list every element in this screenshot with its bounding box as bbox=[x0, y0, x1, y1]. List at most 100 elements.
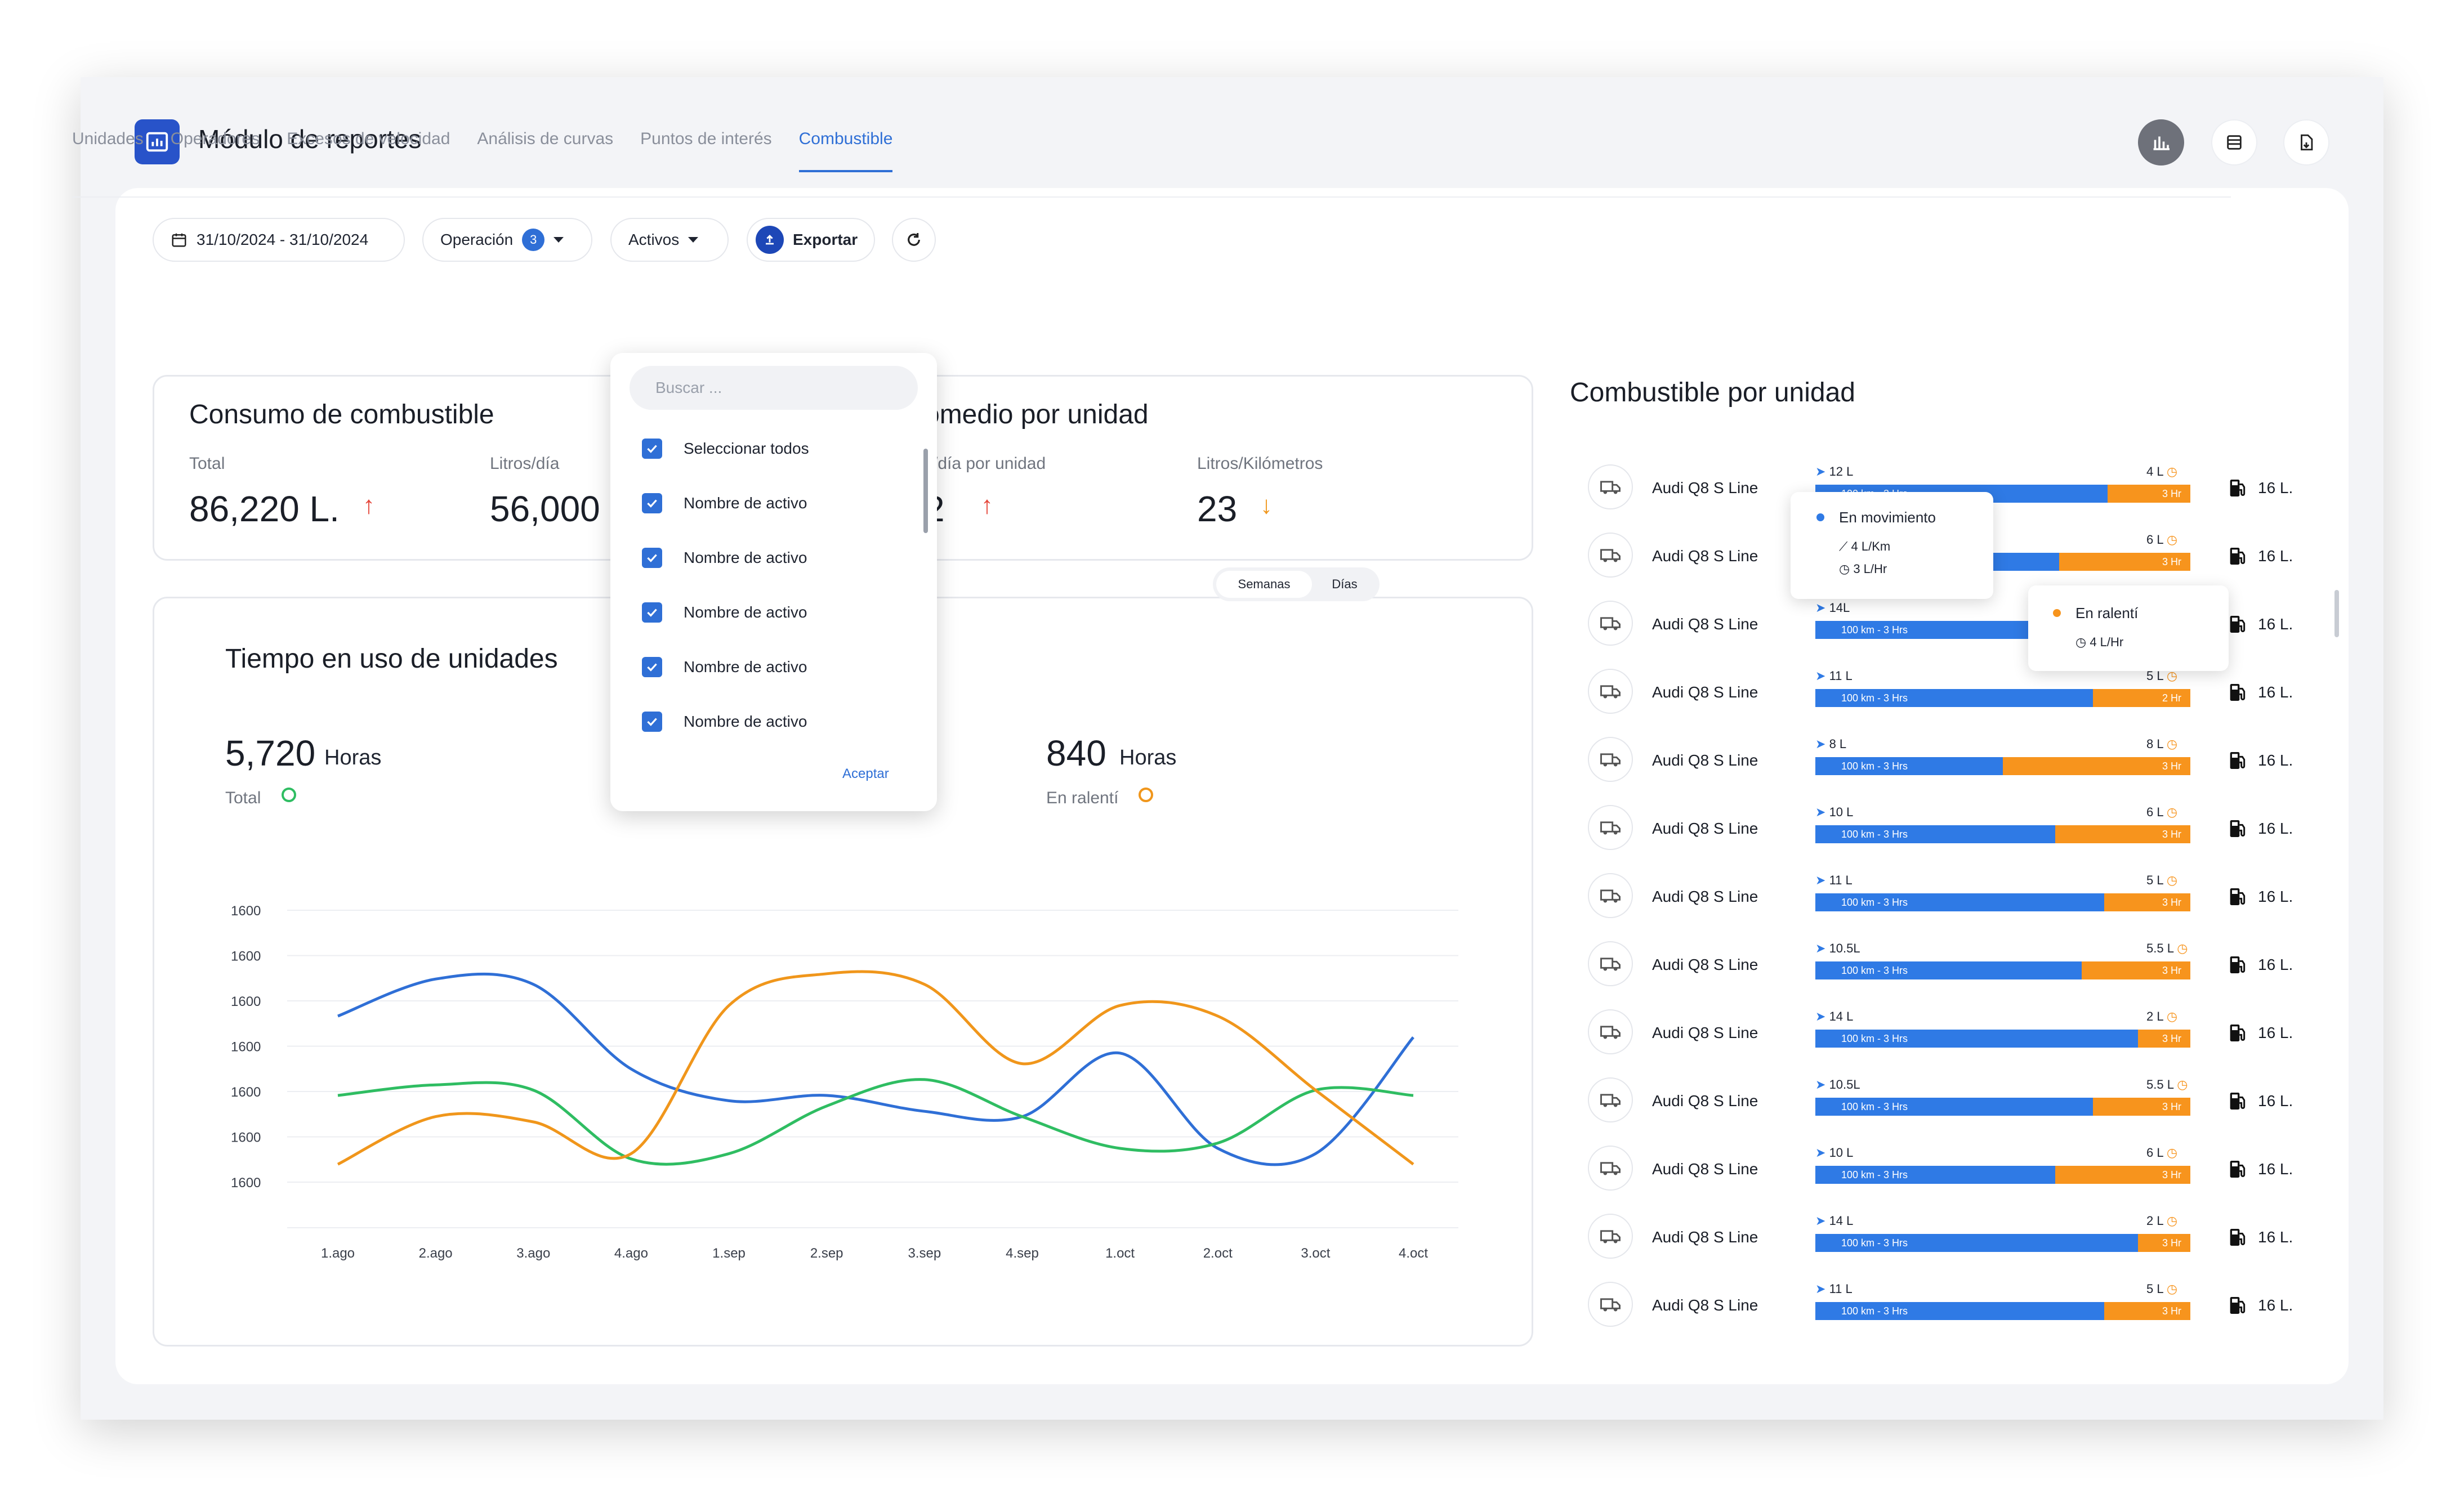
idle-hours-text: 3 Hr bbox=[2162, 1033, 2181, 1044]
asset-checkbox-item[interactable]: Nombre de activo bbox=[642, 490, 807, 517]
fuel-pump-icon bbox=[2226, 885, 2249, 911]
arrow-up-icon: ↑ bbox=[363, 491, 375, 519]
asset-checkbox-item[interactable]: Nombre de activo bbox=[642, 654, 807, 681]
unit-total: 16 L. bbox=[2258, 1296, 2293, 1314]
accept-button[interactable]: Aceptar bbox=[842, 766, 889, 781]
fuel-bar[interactable]: 100 km - 3 Hrs 3 Hr bbox=[1815, 1302, 2190, 1320]
trend-icon: ⟋ bbox=[1839, 539, 1848, 553]
idle-hours-text: 3 Hr bbox=[2162, 965, 2181, 976]
chart-view-button[interactable] bbox=[2138, 119, 2184, 165]
truck-icon bbox=[1588, 1009, 1633, 1054]
moving-liters: ➤ 10 L bbox=[1815, 805, 1853, 820]
clock-icon: ◷ bbox=[2075, 635, 2087, 649]
truck-icon bbox=[1588, 669, 1633, 714]
idle-liters: 6 L ◷ bbox=[2146, 1146, 2177, 1160]
fuel-bar[interactable]: 100 km - 3 Hrs 3 Hr bbox=[1815, 825, 2190, 843]
fuel-bar[interactable]: 100 km - 3 Hrs 3 Hr bbox=[1815, 1098, 2190, 1116]
unit-fuel-row[interactable]: Audi Q8 S Line ➤ 11 L 5 L ◷ 100 km - 3 Hrs 3… bbox=[1588, 863, 2303, 919]
unit-total: 16 L. bbox=[2258, 1024, 2293, 1041]
unit-fuel-row[interactable]: Audi Q8 S Line ➤ 11 L 5 L ◷ 100 km - 3 Hrs 2… bbox=[1588, 659, 2303, 715]
file-export-button[interactable] bbox=[2283, 119, 2329, 165]
report-icon bbox=[146, 132, 168, 152]
assets-search-input[interactable]: Buscar ... bbox=[630, 366, 918, 410]
navigation-icon: ➤ bbox=[1815, 941, 1826, 955]
asset-checkbox-item[interactable]: Nombre de activo bbox=[642, 544, 807, 571]
checkbox-checked-icon[interactable] bbox=[642, 439, 662, 459]
bar-distance-text: 100 km - 3 Hrs bbox=[1841, 624, 1908, 636]
fuel-bar[interactable]: 100 km - 3 Hrs 3 Hr bbox=[1815, 1234, 2190, 1252]
idle-bar-segment: 3 Hr bbox=[2055, 825, 2190, 843]
moving-rate-hr: 3 L/Hr bbox=[1853, 562, 1887, 576]
x-tick-label: 4.ago bbox=[614, 1246, 648, 1261]
fuel-bar[interactable]: 100 km - 3 Hrs 3 Hr bbox=[1815, 1166, 2190, 1184]
asset-checkbox-item[interactable]: Nombre de activo bbox=[642, 599, 807, 626]
assets-filter[interactable]: Activos bbox=[610, 218, 729, 262]
fuel-bar[interactable]: 100 km - 3 Hrs 3 Hr bbox=[1815, 961, 2190, 979]
clock-icon: ◷ bbox=[2166, 669, 2178, 683]
toggle-dias[interactable]: Días bbox=[1332, 577, 1358, 591]
checkbox-checked-icon[interactable] bbox=[642, 602, 662, 623]
x-tick-label: 2.ago bbox=[419, 1246, 453, 1261]
tab-puntos-interes[interactable]: Puntos de interés bbox=[640, 129, 772, 148]
moving-liters: ➤ 8 L bbox=[1815, 737, 1846, 752]
checkbox-checked-icon[interactable] bbox=[642, 712, 662, 732]
y-tick-label: 1600 bbox=[231, 1175, 261, 1191]
moving-liters-value: 14 L bbox=[1829, 1009, 1854, 1023]
unit-fuel-row[interactable]: Audi Q8 S Line ➤ 11 L 5 L ◷ 100 km - 3 Hrs 3… bbox=[1588, 1272, 2303, 1328]
tab-operadores[interactable]: Operadores bbox=[170, 129, 260, 148]
unit-fuel-row[interactable]: Audi Q8 S Line ➤ 10.5L 5.5 L ◷ 100 km - 3 H… bbox=[1588, 1067, 2303, 1124]
unit-fuel-row[interactable]: Audi Q8 S Line ➤ 10.5L 5.5 L ◷ 100 km - 3 H… bbox=[1588, 931, 2303, 987]
dropdown-scrollbar[interactable] bbox=[923, 449, 928, 533]
unit-fuel-row[interactable]: Audi Q8 S Line ➤ 10 L 6 L ◷ 100 km - 3 Hrs 3… bbox=[1588, 795, 2303, 851]
tab-analisis-curvas[interactable]: Análisis de curvas bbox=[477, 129, 614, 148]
truck-icon bbox=[1588, 941, 1633, 986]
arrow-up-icon: ↑ bbox=[981, 491, 993, 519]
fuel-pump-icon bbox=[2226, 613, 2249, 638]
bar-distance-text: 100 km - 3 Hrs bbox=[1841, 965, 1908, 976]
select-all-checkbox[interactable]: Seleccionar todos bbox=[642, 435, 809, 462]
per-unit-scrollbar[interactable] bbox=[2334, 590, 2339, 637]
navigation-icon: ➤ bbox=[1815, 1214, 1826, 1228]
tab-excesos-velocidad[interactable]: Excesos de velocidad bbox=[287, 129, 450, 148]
toggle-semanas[interactable]: Semanas bbox=[1216, 571, 1312, 598]
fuel-bar[interactable]: 100 km - 3 Hrs 3 Hr bbox=[1815, 893, 2190, 911]
moving-liters: ➤ 11 L bbox=[1815, 873, 1853, 888]
operation-filter[interactable]: Operación 3 bbox=[422, 218, 592, 262]
tab-unidades[interactable]: Unidades bbox=[72, 129, 144, 148]
moving-liters: ➤ 14L bbox=[1815, 601, 1850, 615]
idle-liters: 4 L ◷ bbox=[2146, 464, 2177, 479]
clock-icon: ◷ bbox=[2166, 533, 2178, 547]
x-tick-label: 3.oct bbox=[1301, 1246, 1330, 1261]
unit-name: Audi Q8 S Line bbox=[1652, 820, 1758, 837]
moving-rate-hr-row: ◷ 3 L/Hr bbox=[1839, 562, 1887, 576]
asset-checkbox-item[interactable]: Nombre de activo bbox=[642, 708, 807, 735]
chart-icon bbox=[2153, 136, 2170, 150]
checkbox-checked-icon[interactable] bbox=[642, 657, 662, 677]
idle-hours-text: 3 Hr bbox=[2162, 556, 2181, 567]
fuel-pump-icon bbox=[2226, 749, 2249, 775]
refresh-button[interactable] bbox=[892, 218, 936, 262]
moving-liters: ➤ 10.5L bbox=[1815, 1077, 1860, 1092]
navigation-icon: ➤ bbox=[1815, 873, 1826, 887]
fuel-bar[interactable]: 100 km - 3 Hrs 3 Hr bbox=[1815, 1030, 2190, 1048]
unit-fuel-row[interactable]: Audi Q8 S Line ➤ 14 L 2 L ◷ 100 km - 3 Hrs 3… bbox=[1588, 999, 2303, 1055]
idle-hours-text: 2 Hr bbox=[2162, 692, 2181, 704]
table-view-button[interactable] bbox=[2211, 119, 2257, 165]
idle-hours-text: 3 Hr bbox=[2162, 829, 2181, 840]
fuel-bar[interactable]: 100 km - 3 Hrs 2 Hr bbox=[1815, 689, 2190, 707]
checkbox-checked-icon[interactable] bbox=[642, 493, 662, 513]
tab-combustible[interactable]: Combustible bbox=[798, 129, 893, 172]
y-tick-label: 1600 bbox=[231, 1130, 261, 1146]
fuel-bar[interactable]: 100 km - 3 Hrs 3 Hr bbox=[1815, 757, 2190, 775]
idle-bar-segment: 3 Hr bbox=[2093, 1098, 2190, 1116]
export-button[interactable]: Exportar bbox=[747, 218, 875, 262]
x-tick-label: 1.sep bbox=[712, 1246, 746, 1261]
x-tick-label: 3.sep bbox=[908, 1246, 941, 1261]
bar-distance-text: 100 km - 3 Hrs bbox=[1841, 761, 1908, 772]
date-range-picker[interactable]: 31/10/2024 - 31/10/2024 bbox=[153, 218, 405, 262]
moving-liters: ➤ 14 L bbox=[1815, 1214, 1853, 1228]
unit-fuel-row[interactable]: Audi Q8 S Line ➤ 10 L 6 L ◷ 100 km - 3 Hrs 3… bbox=[1588, 1135, 2303, 1192]
unit-fuel-row[interactable]: Audi Q8 S Line ➤ 14 L 2 L ◷ 100 km - 3 Hrs 3… bbox=[1588, 1204, 2303, 1260]
checkbox-checked-icon[interactable] bbox=[642, 548, 662, 568]
